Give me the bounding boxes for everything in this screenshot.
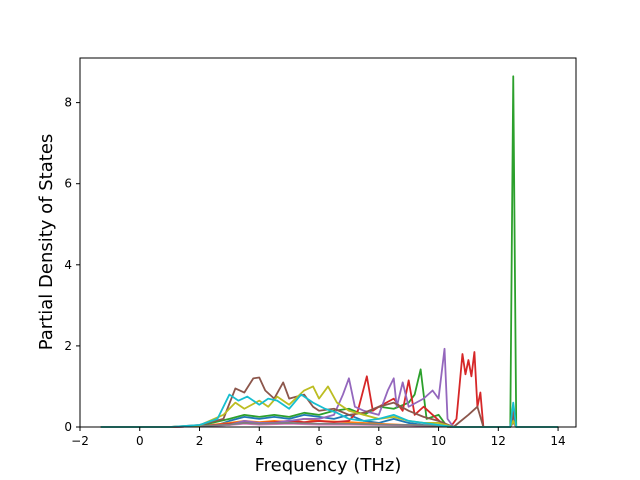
x-tick-label: 0 xyxy=(136,434,144,448)
y-tick-label: 4 xyxy=(64,258,72,272)
x-tick-label: 8 xyxy=(375,434,383,448)
x-tick-label: 10 xyxy=(431,434,446,448)
plot-area-frame xyxy=(79,57,577,428)
series-line-10 xyxy=(100,393,559,428)
y-axis-label: Partial Density of States xyxy=(36,134,57,351)
series-line-6 xyxy=(100,376,559,428)
y-tick-label: 2 xyxy=(64,339,72,353)
series-layer xyxy=(100,75,559,428)
y-tick-label: 8 xyxy=(64,96,72,110)
x-tick-label: 12 xyxy=(491,434,506,448)
x-tick-label: 14 xyxy=(550,434,565,448)
x-axis: −2 0 2 4 6 8 10 12 14 xyxy=(71,427,566,448)
y-axis: 0 2 4 6 8 xyxy=(64,96,80,434)
y-tick-label: 0 xyxy=(64,420,72,434)
x-axis-label: Frequency (THz) xyxy=(255,455,402,476)
x-tick-label: 2 xyxy=(196,434,204,448)
x-tick-label: 6 xyxy=(315,434,323,448)
x-tick-label: 4 xyxy=(255,434,263,448)
x-tick-label: −2 xyxy=(71,434,89,448)
y-tick-label: 6 xyxy=(64,177,72,191)
